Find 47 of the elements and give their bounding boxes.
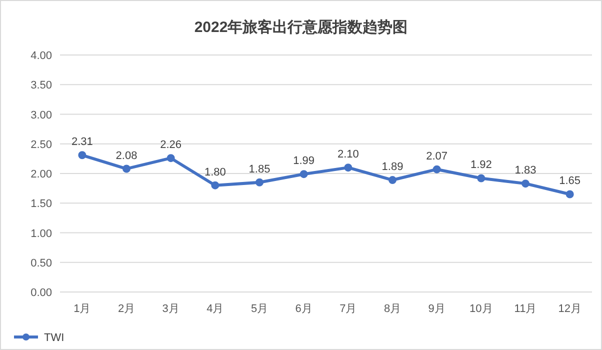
data-label: 2.26 xyxy=(160,139,182,152)
data-label: 2.08 xyxy=(116,150,138,162)
data-label: 1.83 xyxy=(514,164,536,177)
point xyxy=(388,176,396,184)
data-label: 2.31 xyxy=(71,136,93,148)
x-tick-label: 9月 xyxy=(428,303,446,315)
point xyxy=(78,151,86,160)
y-tick-label: 0.50 xyxy=(30,257,52,270)
x-tick-label: 12月 xyxy=(558,303,582,315)
data-label: 1.92 xyxy=(470,159,492,172)
data-label: 1.85 xyxy=(248,163,270,176)
point xyxy=(477,174,486,182)
x-tick-label: 3月 xyxy=(162,303,180,315)
point xyxy=(211,181,220,190)
point xyxy=(122,164,130,173)
legend-label: TWI xyxy=(44,332,64,344)
data-label: 1.99 xyxy=(293,155,315,168)
data-label: 1.80 xyxy=(204,166,226,178)
x-tick-label: 10月 xyxy=(470,303,493,315)
x-tick-label: 7月 xyxy=(340,303,357,315)
point xyxy=(166,154,175,162)
x-tick-label: 8月 xyxy=(384,303,402,315)
point xyxy=(344,164,352,172)
data-label: 1.89 xyxy=(382,161,404,174)
y-tick-label: 2.00 xyxy=(30,168,52,180)
x-tick-label: 2月 xyxy=(118,303,136,315)
x-tick-label: 4月 xyxy=(206,303,224,315)
y-tick-label: 1.50 xyxy=(30,198,52,210)
x-tick-label: 11月 xyxy=(514,303,537,315)
y-tick-label: 1.00 xyxy=(30,228,52,240)
y-tick-label: 2.50 xyxy=(30,138,52,151)
y-tick-label: 4.00 xyxy=(30,50,52,62)
point xyxy=(300,170,308,178)
y-tick-label: 3.50 xyxy=(30,80,52,92)
x-tick-label: 6月 xyxy=(295,303,312,315)
x-tick-label: 1月 xyxy=(74,303,91,315)
point xyxy=(432,165,441,174)
point xyxy=(566,190,574,198)
chart-title: 2022年旅客出行意愿指数趋势图 xyxy=(194,18,408,36)
x-tick-label: 5月 xyxy=(250,303,268,315)
point xyxy=(256,178,264,186)
y-tick-label: 3.00 xyxy=(30,109,52,122)
data-label: 2.07 xyxy=(426,150,448,162)
data-label: 1.65 xyxy=(559,175,581,188)
data-label: 2.10 xyxy=(337,148,359,161)
y-tick-label: 0.00 xyxy=(30,287,52,299)
point xyxy=(522,180,530,188)
